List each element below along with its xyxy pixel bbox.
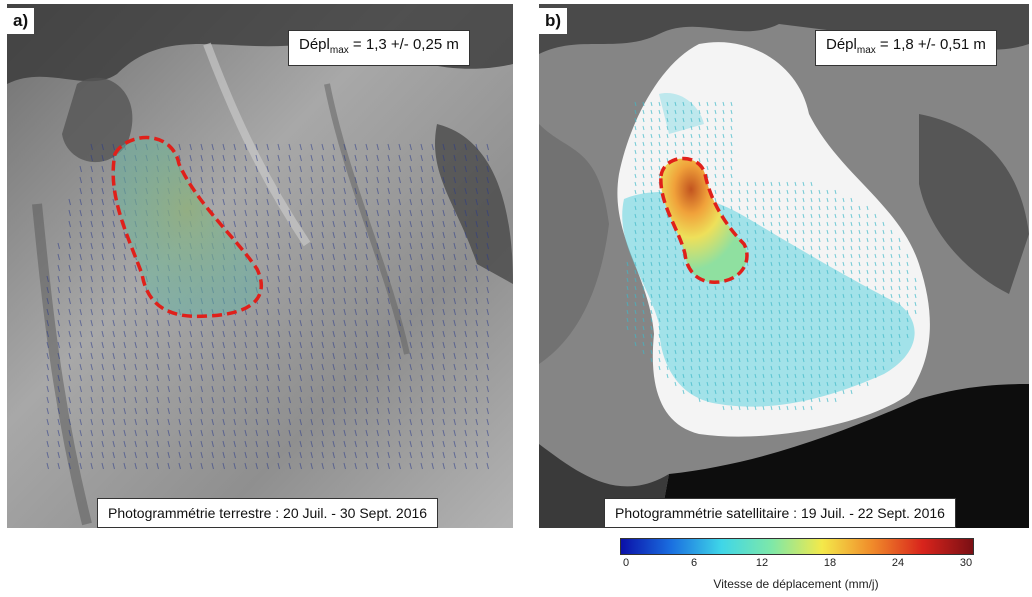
colorbar-tick-label: 12 (755, 557, 769, 569)
colorbar-tick-label: 18 (823, 557, 837, 569)
panel-a-max-displacement: Déplmax = 1,3 +/- 0,25 m (288, 30, 470, 66)
panel-a-label: a) (7, 8, 35, 34)
panel-b-satellite-image: b) Déplmax = 1,8 +/- 0,51 m Photogrammét… (539, 4, 1029, 528)
panel-b-max-displacement: Déplmax = 1,8 +/- 0,51 m (815, 30, 997, 66)
panel-b-hotspot-fill (660, 158, 747, 283)
panel-a-disp-sub: max (329, 45, 349, 56)
panel-b-label: b) (539, 8, 568, 34)
panel-a-hotspot-fill (113, 137, 262, 317)
colorbar-tick-label: 30 (959, 557, 973, 569)
colorbar-tick-label: 0 (622, 557, 630, 569)
velocity-colorbar (620, 538, 974, 555)
panel-a-disp-prefix: Dépl (299, 36, 330, 53)
panel-a-terrestrial-image: a) Déplmax = 1,3 +/- 0,25 m Photogrammét… (7, 4, 513, 528)
colorbar-tick-label: 24 (891, 557, 905, 569)
colorbar-tick-label: 6 (690, 557, 698, 569)
panel-a-hillshade (7, 4, 513, 528)
panel-b-disp-sub: max (856, 45, 876, 56)
panel-a-caption: Photogrammétrie terrestre : 20 Juil. - 3… (97, 498, 439, 528)
panel-b-disp-prefix: Dépl (826, 36, 857, 53)
panel-a-disp-value: = 1,3 +/- 0,25 m (348, 36, 459, 53)
panel-b-landslide-outline (659, 156, 749, 284)
panel-b-caption: Photogrammétrie satellitaire : 19 Juil. … (604, 498, 956, 528)
panel-a-landslide-outline (111, 135, 263, 319)
colorbar-title: Vitesse de déplacement (mm/j) (713, 577, 879, 591)
panel-b-satellite (539, 4, 1029, 528)
panel-b-disp-value: = 1,8 +/- 0,51 m (875, 36, 986, 53)
